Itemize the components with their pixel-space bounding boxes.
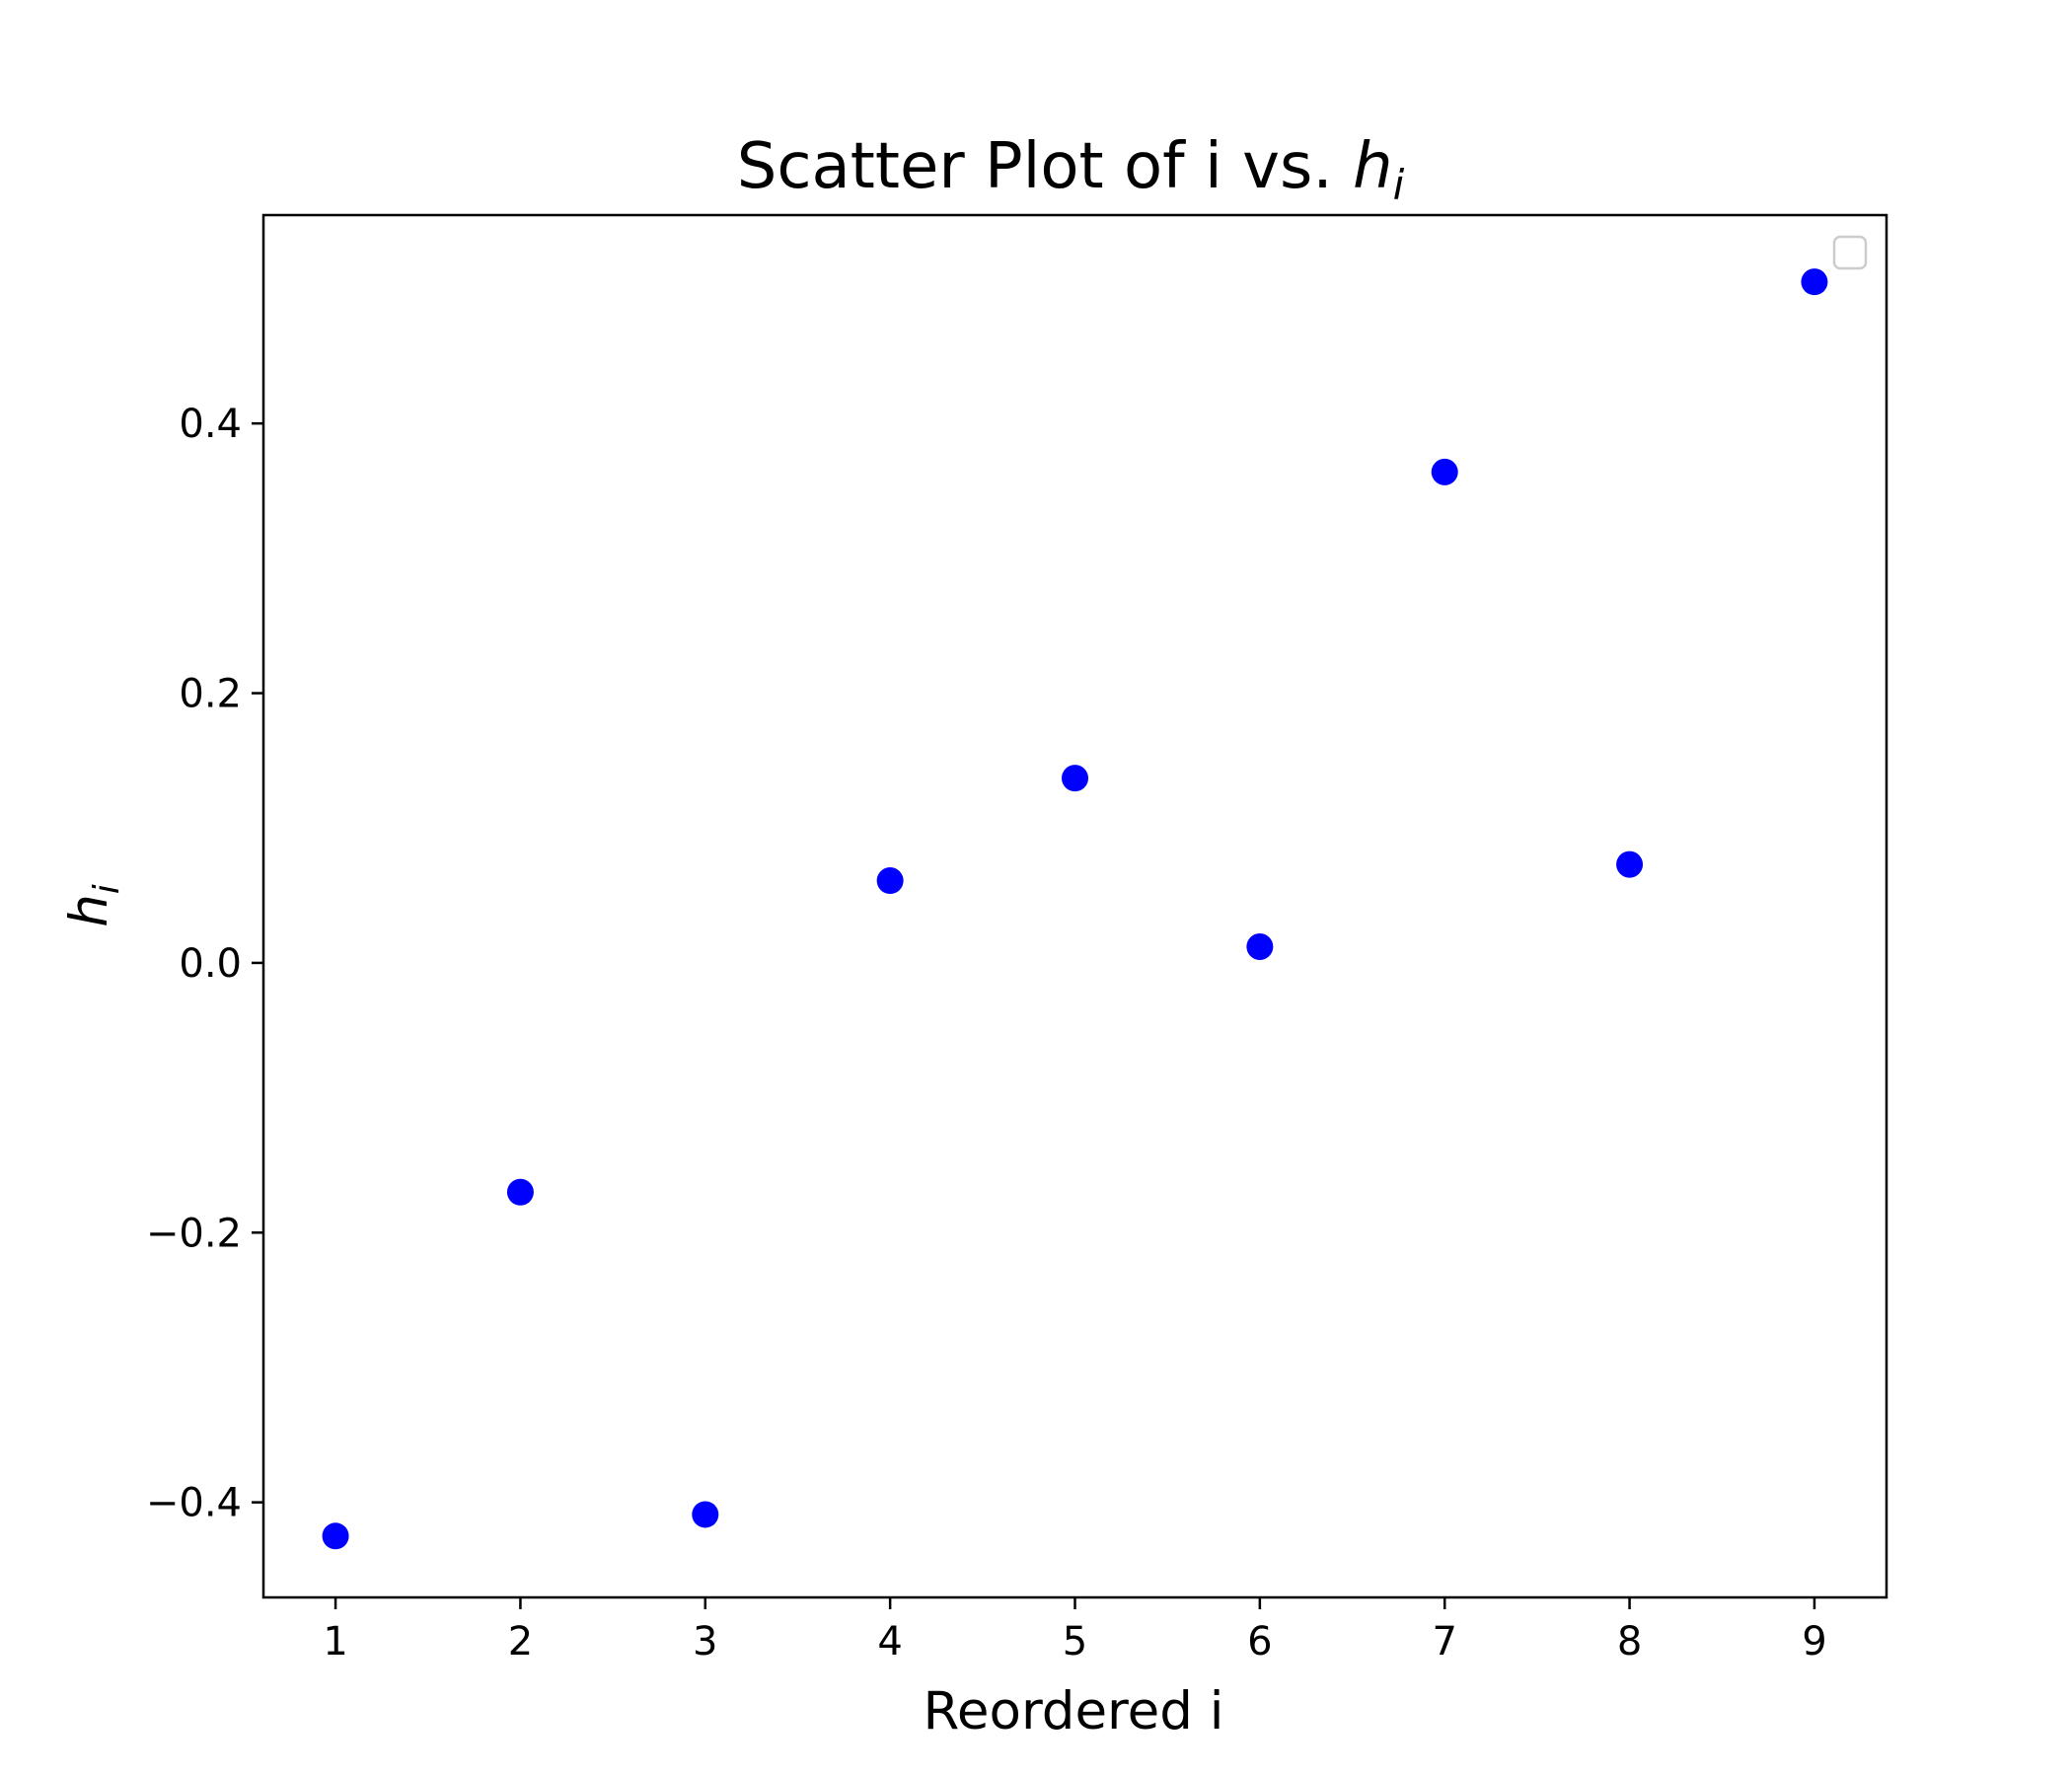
chart-title: Scatter Plot of i vs. hi (737, 130, 1405, 209)
x-tick-label: 9 (1802, 1619, 1826, 1665)
x-tick-label: 8 (1617, 1619, 1642, 1665)
x-tick-label: 6 (1247, 1619, 1272, 1665)
y-tick-label: −0.2 (146, 1211, 242, 1256)
x-axis-ticks: 1 2 3 4 5 6 7 8 9 (323, 1597, 1827, 1665)
y-tick-label: 0.2 (179, 672, 242, 717)
x-tick-label: 2 (508, 1619, 533, 1665)
data-points (322, 268, 1828, 1550)
data-point-6 (1246, 933, 1274, 961)
x-tick-label: 1 (323, 1619, 347, 1665)
x-tick-label: 4 (877, 1619, 902, 1665)
data-point-3 (692, 1501, 719, 1528)
y-axis-label: hi (59, 884, 127, 927)
x-tick-label: 7 (1432, 1619, 1456, 1665)
x-tick-label: 5 (1063, 1619, 1087, 1665)
plot-area (263, 215, 1887, 1597)
y-tick-label: 0.4 (179, 402, 242, 447)
data-point-8 (1616, 851, 1644, 878)
data-point-4 (876, 867, 904, 895)
data-point-2 (506, 1178, 534, 1206)
legend-box (1832, 235, 1868, 270)
y-tick-label: 0.0 (179, 941, 242, 987)
y-tick-label: −0.4 (146, 1481, 242, 1526)
data-point-9 (1801, 268, 1828, 296)
data-point-7 (1431, 458, 1458, 485)
x-axis-label: Reordered i (923, 1681, 1223, 1741)
y-axis-ticks: −0.4 −0.2 0.0 0.2 0.4 (146, 402, 263, 1526)
x-tick-label: 3 (693, 1619, 717, 1665)
data-point-5 (1062, 765, 1088, 792)
data-point-1 (322, 1522, 349, 1550)
